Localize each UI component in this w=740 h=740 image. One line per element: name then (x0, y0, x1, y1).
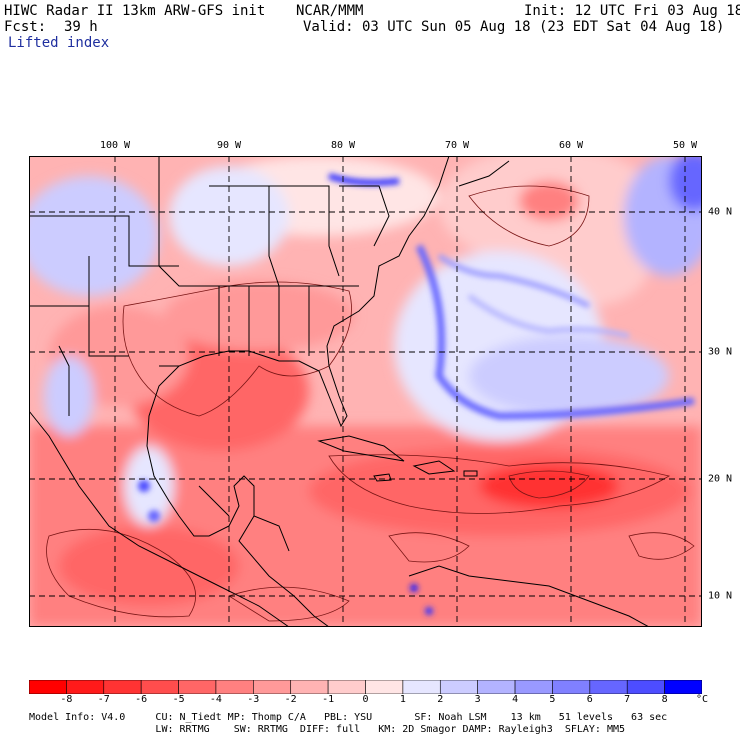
colorbar-swatch (477, 680, 516, 694)
colorbar-unit: °C (695, 694, 709, 705)
lat-label-40n: 40 N (708, 206, 733, 218)
colorbar-swatch (327, 680, 366, 694)
colorbar-tick-label: 8 (661, 694, 668, 705)
colorbar-swatch (552, 680, 591, 694)
colorbar-swatch (178, 680, 217, 694)
colorbar-tick-label: 6 (586, 694, 593, 705)
graticule (29, 156, 702, 627)
colorbar (29, 680, 702, 694)
lifted-index-field (29, 156, 702, 627)
lon-label-90w: 90 W (216, 140, 242, 151)
init-time: Init: 12 UTC Fri 03 Aug 18 (524, 3, 740, 19)
colorbar-swatch (140, 680, 179, 694)
colorbar-swatch (290, 680, 329, 694)
colorbar-tick-label: -6 (135, 694, 148, 705)
colorbar-swatch (514, 680, 553, 694)
colorbar-tick-label: 7 (624, 694, 631, 705)
lon-label-60w: 60 W (558, 140, 584, 151)
colorbar-tick-label: -7 (97, 694, 110, 705)
colorbar-tick-label: -2 (284, 694, 297, 705)
colorbar-swatch (439, 680, 478, 694)
colorbar-swatch (664, 680, 702, 694)
forecast-label: Fcst: (4, 19, 47, 35)
colorbar-swatch (589, 680, 628, 694)
lat-label-10n: 10 N (708, 590, 733, 602)
colorbar-tick-label: 1 (399, 694, 406, 705)
colorbar-swatch (402, 680, 441, 694)
field-name: Lifted index (8, 35, 110, 51)
lon-label-100w: 100 W (99, 140, 131, 151)
map-frame (29, 156, 702, 627)
model-title: HIWC Radar II 13km ARW-GFS init (4, 3, 266, 19)
colorbar-swatch (626, 680, 665, 694)
lon-label-50w: 50 W (672, 140, 698, 151)
colorbar-tick-label: 0 (362, 694, 369, 705)
colorbar-tick-label: -4 (209, 694, 222, 705)
colorbar-tick-label: -8 (60, 694, 73, 705)
forecast-hour: 39 h (64, 19, 98, 35)
colorbar-tick-label: -1 (322, 694, 335, 705)
colorbar-tick-label: 5 (549, 694, 556, 705)
lifted-index-map (29, 156, 702, 627)
coastlines (29, 156, 650, 627)
colorbar-swatch (253, 680, 292, 694)
colorbar-swatch (215, 680, 254, 694)
lon-label-70w: 70 W (444, 140, 470, 151)
cool-bands (138, 173, 695, 615)
lat-label-30n: 30 N (708, 346, 733, 358)
colorbar-swatch (66, 680, 105, 694)
colorbar-tick-label: -5 (172, 694, 185, 705)
model-info-line1: Model Info: V4.0 CU: N_Tiedt MP: Thomp C… (29, 712, 668, 723)
colorbar-swatch (29, 680, 67, 694)
colorbar-swatch (103, 680, 142, 694)
colorbar-tick-label: 3 (474, 694, 481, 705)
lon-label-80w: 80 W (330, 140, 356, 151)
contour-lines (46, 185, 695, 622)
valid-time: Valid: 03 UTC Sun 05 Aug 18 (23 EDT Sat … (303, 19, 725, 35)
colorbar-tick-label: 4 (512, 694, 519, 705)
colorbar-tick-label: 2 (437, 694, 444, 705)
model-info-line2: LW: RRTMG SW: RRTMG DIFF: full KM: 2D Sm… (29, 724, 626, 735)
org-label: NCAR/MMM (296, 3, 364, 19)
lat-label-20n: 20 N (708, 473, 733, 485)
colorbar-swatch (365, 680, 404, 694)
colorbar-tick-label: -3 (247, 694, 260, 705)
